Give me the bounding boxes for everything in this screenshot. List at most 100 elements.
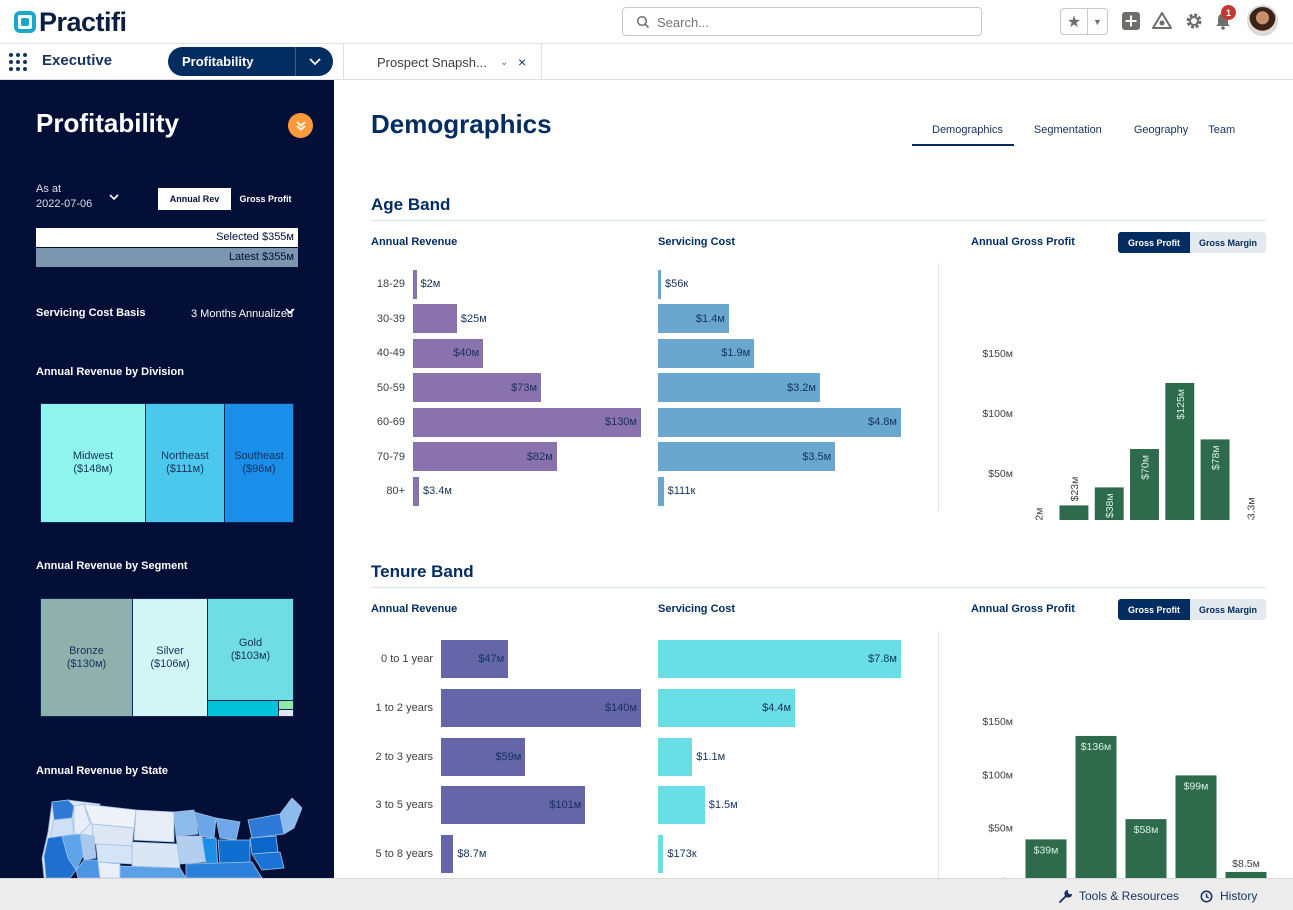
gross-profit-data-label: $70м [1140, 455, 1152, 480]
treemap-division-midwest[interactable]: Midwest ($148м) [40, 403, 146, 523]
age-revenue-bar[interactable] [413, 442, 557, 471]
age-revenue-data-label: $130м [604, 416, 637, 428]
gross-profit-toggle[interactable]: Gross Profit [239, 194, 292, 204]
chevron-down-icon[interactable] [285, 307, 295, 318]
gross-profit-toggle[interactable]: Gross Profit [1118, 599, 1190, 620]
tab-team[interactable]: Team [1208, 124, 1236, 136]
gross-profit-bar[interactable] [1025, 839, 1067, 878]
global-actions-icon[interactable] [1120, 10, 1142, 32]
y-tick-label: $50м [988, 823, 1013, 835]
chevron-down-icon[interactable] [295, 47, 333, 76]
treemap-segment-bronze[interactable]: Bronze ($130м) [40, 598, 133, 717]
history-button[interactable]: History [1200, 889, 1257, 903]
user-avatar[interactable] [1247, 5, 1278, 36]
search-input[interactable] [657, 12, 957, 32]
age-cost-bar[interactable] [658, 442, 836, 471]
search-icon [636, 15, 650, 29]
age-revenue-bar[interactable] [413, 304, 457, 333]
favorites-dropdown-icon[interactable]: ▼ [1093, 16, 1102, 27]
tab-demographics[interactable]: Demographics [912, 123, 1014, 146]
star-icon[interactable]: ★ [1061, 9, 1088, 34]
age-cost-bar[interactable] [658, 338, 755, 368]
tenure-revenue-bar[interactable] [441, 688, 641, 727]
gross-margin-toggle[interactable]: Gross Margin [1190, 599, 1266, 620]
tab-geography[interactable]: Geography [1133, 124, 1189, 136]
tenure-revenue-bar[interactable] [441, 737, 526, 776]
us-state-map[interactable] [40, 798, 302, 878]
age-revenue-bar[interactable] [413, 269, 417, 299]
app-launcher-icon[interactable] [9, 53, 27, 71]
gross-margin-toggle[interactable]: Gross Margin [1190, 232, 1266, 253]
settings-gear-icon[interactable] [1183, 10, 1205, 32]
trailhead-icon[interactable] [1151, 10, 1173, 32]
age-revenue-bar[interactable] [413, 373, 542, 402]
tab-segmentation[interactable]: Segmentation [1033, 124, 1102, 136]
gross-profit-bar[interactable] [1094, 487, 1124, 520]
gross-profit-data-label: $136м [1081, 741, 1112, 753]
age-cost-bar[interactable] [658, 407, 901, 437]
age-revenue-bar[interactable] [413, 476, 419, 506]
map-nebraska-kansas [131, 841, 181, 869]
tenure-cost-bar[interactable] [658, 688, 796, 727]
age-cost-bar[interactable] [658, 476, 664, 506]
close-tab-icon[interactable]: × [518, 54, 527, 70]
global-search[interactable] [622, 7, 982, 36]
tenure-band-heading: Tenure Band [371, 562, 474, 581]
annual-rev-toggle[interactable]: Annual Rev [158, 188, 231, 210]
tenure-category-label: 0 to 1 year [381, 653, 433, 665]
date-chevron-down-icon[interactable] [109, 193, 119, 204]
gross-profit-bar[interactable] [1059, 505, 1089, 520]
history-label: History [1220, 889, 1258, 903]
treemap-division-southeast[interactable]: Southeast ($96м) [224, 403, 294, 523]
age-category-label: 60-69 [376, 416, 405, 428]
clock-icon [1200, 890, 1213, 902]
gross-profit-data-label: $58м [1134, 824, 1159, 836]
as-at-date[interactable]: 2022-07-06 [36, 198, 93, 210]
tenure-revenue-bar[interactable] [441, 786, 586, 825]
gross-profit-bar[interactable] [1200, 439, 1230, 520]
gross-profit-bar[interactable] [1175, 775, 1217, 878]
age-cost-data-label: $56к [665, 278, 689, 290]
servicing-cost-basis-label: Servicing Cost Basis [36, 307, 146, 319]
treemap-segment-gold[interactable]: Gold ($103м) [207, 598, 294, 701]
tenure-cost-bar[interactable] [658, 737, 693, 776]
age-category-label: 80+ [386, 485, 405, 497]
gross-profit-bar[interactable] [1130, 449, 1159, 520]
age-revenue-bar[interactable] [413, 407, 641, 437]
y-tick-label: $100м [982, 769, 1013, 781]
tenure-cost-bar[interactable] [658, 835, 664, 874]
tenure-cost-bar[interactable] [658, 640, 901, 678]
tab-profitability[interactable]: Profitability [168, 47, 333, 76]
tenure-revenue-bar[interactable] [441, 835, 454, 874]
age-revenue-bar[interactable] [413, 338, 484, 368]
practifi-logo[interactable]: Practifi [14, 6, 127, 38]
servicing-cost-basis-select[interactable]: 3 Months Annualized [191, 308, 294, 320]
tenure-revenue-data-label: $8.7м [457, 848, 487, 861]
age-revenue-data-label: $73м [511, 381, 538, 394]
age-gross-profit-title: Annual Gross Profit [971, 236, 1075, 248]
age-cost-bar[interactable] [658, 269, 661, 299]
treemap-segment-other-1[interactable] [207, 700, 279, 717]
age-revenue-data-label: $82м [526, 450, 553, 463]
treemap-segment-silver[interactable]: Silver ($106м) [132, 598, 208, 717]
age-category-label: 40-49 [376, 347, 405, 359]
age-cost-bar[interactable] [658, 304, 729, 333]
gross-profit-bar[interactable] [1075, 735, 1117, 878]
age-cost-bar[interactable] [658, 373, 820, 402]
gross-profit-bar[interactable] [1225, 871, 1267, 878]
gross-profit-toggle[interactable]: Gross Profit [1118, 232, 1190, 253]
treemap-segment-other-3[interactable] [278, 709, 294, 717]
sidebar-title: Profitability [36, 108, 180, 138]
treemap-division-northeast[interactable]: Northeast ($111м) [145, 403, 225, 523]
y-tick-label: $150м [982, 716, 1013, 728]
tenure-revenue-bar[interactable] [441, 640, 509, 678]
gross-profit-bar[interactable] [1165, 383, 1195, 520]
y-tick-label: $100м [982, 408, 1013, 420]
tab-prospect-snapshot[interactable]: Prospect Snapsh... ⌄ × [343, 44, 542, 80]
chevron-down-icon[interactable]: ⌄ [500, 56, 509, 68]
gross-profit-bar[interactable] [1125, 819, 1167, 878]
tools-resources-button[interactable]: Tools & Resources [1059, 889, 1179, 903]
tenure-cost-bar[interactable] [658, 786, 705, 825]
age-band-heading: Age Band [371, 195, 451, 214]
collapse-double-chevron-icon[interactable] [288, 113, 313, 138]
